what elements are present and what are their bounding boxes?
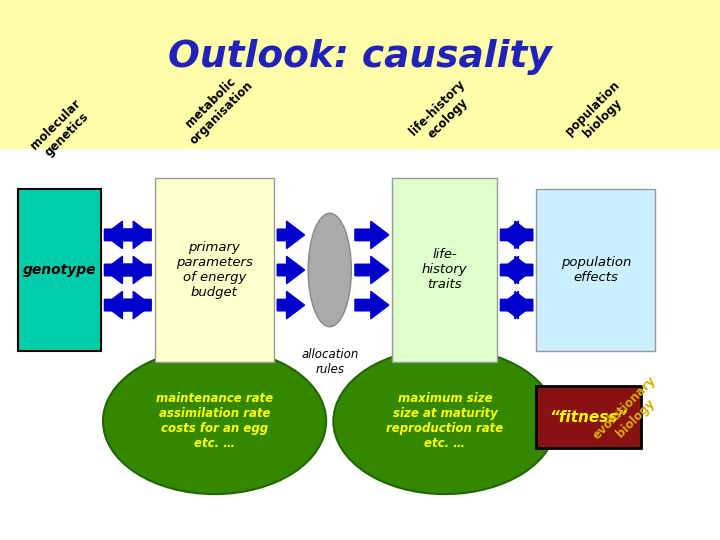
Text: maximum size
size at maturity
reproduction rate
etc. …: maximum size size at maturity reproducti… xyxy=(387,392,503,450)
FancyArrow shape xyxy=(277,256,305,284)
FancyArrow shape xyxy=(500,292,533,319)
FancyArrow shape xyxy=(104,256,151,284)
FancyArrow shape xyxy=(355,292,389,319)
Text: population
effects: population effects xyxy=(561,256,631,284)
Bar xyxy=(0,0,720,148)
FancyArrow shape xyxy=(355,256,389,284)
Ellipse shape xyxy=(333,348,557,494)
Text: evolutionary
biology: evolutionary biology xyxy=(590,374,670,453)
Bar xyxy=(536,386,641,448)
FancyArrow shape xyxy=(104,221,151,248)
FancyArrow shape xyxy=(104,292,151,319)
Bar xyxy=(155,178,274,362)
Text: primary
parameters
of energy
budget: primary parameters of energy budget xyxy=(176,241,253,299)
FancyArrow shape xyxy=(500,221,533,248)
Text: life-history
ecology: life-history ecology xyxy=(408,78,478,149)
FancyArrow shape xyxy=(500,256,533,284)
Bar xyxy=(536,189,655,351)
Text: metabolic
organisation: metabolic organisation xyxy=(176,69,256,147)
Bar xyxy=(392,178,497,362)
FancyArrow shape xyxy=(277,292,305,319)
FancyArrow shape xyxy=(104,292,151,319)
FancyArrow shape xyxy=(104,221,151,248)
Text: life-
history
traits: life- history traits xyxy=(422,248,467,292)
Ellipse shape xyxy=(103,348,326,494)
Text: genotype: genotype xyxy=(22,263,96,277)
FancyArrow shape xyxy=(277,221,305,248)
FancyArrow shape xyxy=(355,221,389,248)
Text: allocation
rules: allocation rules xyxy=(301,348,359,376)
Ellipse shape xyxy=(308,213,351,327)
FancyArrow shape xyxy=(500,256,533,284)
Text: maintenance rate
assimilation rate
costs for an egg
etc. …: maintenance rate assimilation rate costs… xyxy=(156,392,273,450)
FancyArrow shape xyxy=(104,256,151,284)
Text: molecular
genetics: molecular genetics xyxy=(28,97,94,163)
FancyArrow shape xyxy=(500,292,533,319)
Text: population
biology: population biology xyxy=(562,78,633,148)
Text: “fitness”: “fitness” xyxy=(549,410,628,424)
FancyArrow shape xyxy=(500,221,533,248)
Text: Outlook: causality: Outlook: causality xyxy=(168,39,552,75)
Bar xyxy=(18,189,101,351)
